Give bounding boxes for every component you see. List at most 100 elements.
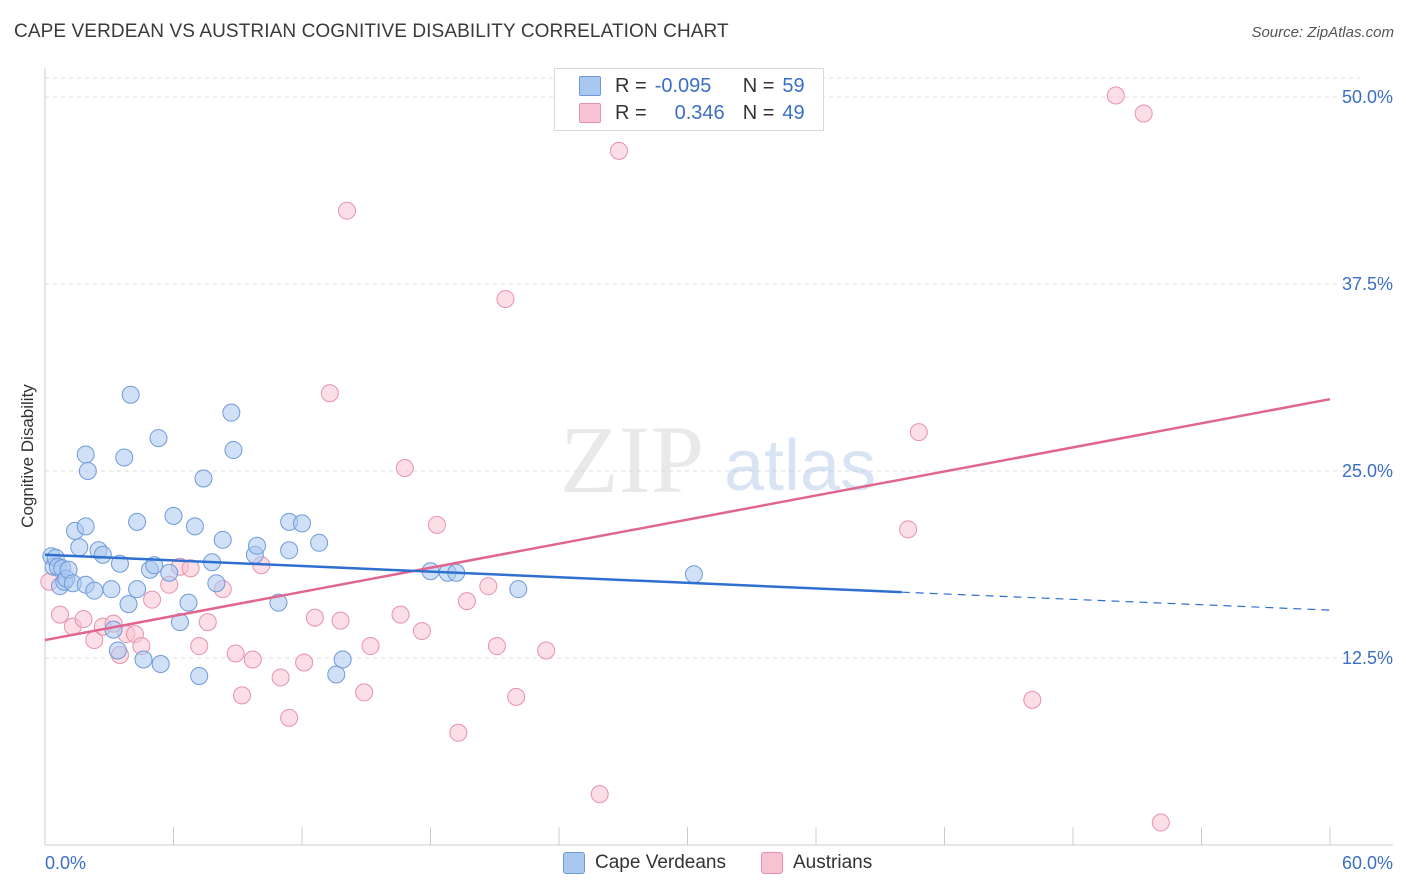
data-point-austrians: [233, 686, 252, 705]
legend-swatch-austrians: [579, 103, 601, 123]
data-point-cape-verdeans: [110, 554, 129, 573]
data-point-austrians: [226, 644, 245, 663]
data-point-austrians: [143, 590, 162, 609]
watermark-zip: ZIP: [560, 406, 704, 513]
data-point-cape-verdeans: [194, 469, 213, 488]
data-point-cape-verdeans: [119, 595, 138, 614]
data-point-austrians: [537, 641, 556, 660]
data-point-austrians: [496, 289, 515, 308]
chart-title: CAPE VERDEAN VS AUSTRIAN COGNITIVE DISAB…: [14, 21, 729, 42]
data-point-austrians: [507, 687, 526, 706]
bottom-legend-austrians: Austrians: [761, 852, 872, 874]
data-point-cape-verdeans: [121, 385, 140, 404]
legend-n-label: N =: [742, 101, 775, 124]
data-point-austrians: [361, 637, 380, 656]
data-point-austrians: [479, 577, 498, 596]
data-point-cape-verdeans: [85, 581, 104, 600]
legend-r-value-austrians: 0.346: [674, 101, 725, 124]
points-layer: [40, 86, 1170, 832]
y-tick-label: 25.0%: [1342, 461, 1393, 481]
data-point-austrians: [899, 520, 918, 539]
data-point-cape-verdeans: [248, 536, 267, 555]
data-point-cape-verdeans: [684, 565, 703, 584]
data-point-austrians: [320, 384, 339, 403]
data-point-cape-verdeans: [185, 517, 204, 536]
data-point-cape-verdeans: [115, 448, 134, 467]
data-point-cape-verdeans: [164, 506, 183, 525]
data-point-austrians: [395, 459, 414, 478]
data-point-austrians: [487, 637, 506, 656]
x-tick-label-min: 0.0%: [45, 853, 86, 873]
data-point-austrians: [1134, 104, 1153, 123]
trend-line-cape-verdeans: [44, 553, 902, 594]
y-tick-label: 37.5%: [1342, 274, 1393, 294]
data-point-cape-verdeans: [78, 462, 97, 480]
data-point-cape-verdeans: [310, 533, 329, 552]
legend-swatch-cape-verdeans: [579, 76, 601, 96]
trend-layer: [44, 397, 1331, 642]
data-point-cape-verdeans: [222, 403, 241, 422]
data-point-austrians: [190, 637, 209, 656]
data-point-cape-verdeans: [151, 654, 170, 673]
data-point-cape-verdeans: [509, 580, 528, 599]
legend-n-value-austrians: 49: [782, 101, 805, 124]
data-point-austrians: [280, 708, 299, 727]
data-point-austrians: [355, 683, 374, 702]
grid-layer: [45, 77, 1360, 659]
data-point-cape-verdeans: [213, 530, 232, 549]
data-point-austrians: [427, 515, 446, 534]
data-point-austrians: [50, 605, 69, 624]
data-point-cape-verdeans: [128, 580, 147, 599]
chart-source: Source: ZipAtlas.com: [1251, 24, 1394, 41]
trend-line-austrians: [44, 397, 1331, 642]
data-point-cape-verdeans: [93, 545, 112, 564]
data-point-austrians: [1151, 813, 1170, 832]
data-point-austrians: [412, 622, 431, 641]
correlation-legend: R = -0.095 N = 59 R = 0.346 N = 49: [554, 68, 824, 131]
watermark-atlas: atlas: [724, 426, 876, 506]
data-point-cape-verdeans: [76, 445, 95, 464]
data-point-austrians: [295, 653, 314, 672]
legend-row-cape-verdeans: R = -0.095 N = 59: [579, 73, 805, 99]
data-point-austrians: [181, 559, 200, 578]
legend-n-value-cape-verdeans: 59: [782, 74, 805, 97]
data-point-cape-verdeans: [128, 512, 147, 531]
data-point-cape-verdeans: [207, 574, 226, 593]
data-point-cape-verdeans: [333, 650, 352, 669]
x-tick-label-max: 60.0%: [1342, 853, 1393, 873]
y-tick-label: 12.5%: [1342, 648, 1393, 668]
bottom-legend-swatch-austrians: [761, 852, 783, 874]
bottom-legend-label-cape-verdeans: Cape Verdeans: [595, 852, 726, 873]
data-point-austrians: [198, 613, 217, 632]
data-point-austrians: [305, 608, 324, 627]
data-point-cape-verdeans: [293, 514, 311, 533]
legend-r-label: R =: [615, 74, 647, 97]
data-point-cape-verdeans: [134, 650, 153, 669]
legend-row-austrians: R = 0.346 N = 49: [579, 100, 805, 126]
data-point-cape-verdeans: [76, 517, 95, 536]
data-point-austrians: [449, 723, 468, 742]
data-point-austrians: [609, 141, 628, 160]
data-point-austrians: [74, 610, 93, 629]
data-point-cape-verdeans: [327, 665, 346, 684]
data-point-cape-verdeans: [145, 556, 164, 575]
legend-n-label: N =: [742, 74, 775, 97]
bottom-legend-cape-verdeans: Cape Verdeans: [563, 852, 726, 874]
data-point-austrians: [590, 785, 609, 804]
data-point-austrians: [337, 201, 356, 220]
trend-line-cape-verdeans-extension: [901, 591, 1331, 611]
data-point-austrians: [457, 592, 476, 611]
data-point-austrians: [1023, 690, 1042, 709]
data-point-cape-verdeans: [108, 641, 127, 660]
data-point-austrians: [243, 650, 262, 669]
legend-r-value-cape-verdeans: -0.095: [654, 74, 712, 97]
y-tick-label: 50.0%: [1342, 87, 1393, 107]
data-point-cape-verdeans: [280, 541, 299, 560]
data-point-cape-verdeans: [224, 441, 243, 460]
data-point-cape-verdeans: [160, 563, 179, 582]
data-point-cape-verdeans: [149, 429, 168, 448]
data-point-austrians: [1106, 86, 1125, 105]
data-point-austrians: [331, 611, 350, 630]
bottom-legend-swatch-cape-verdeans: [563, 852, 585, 874]
